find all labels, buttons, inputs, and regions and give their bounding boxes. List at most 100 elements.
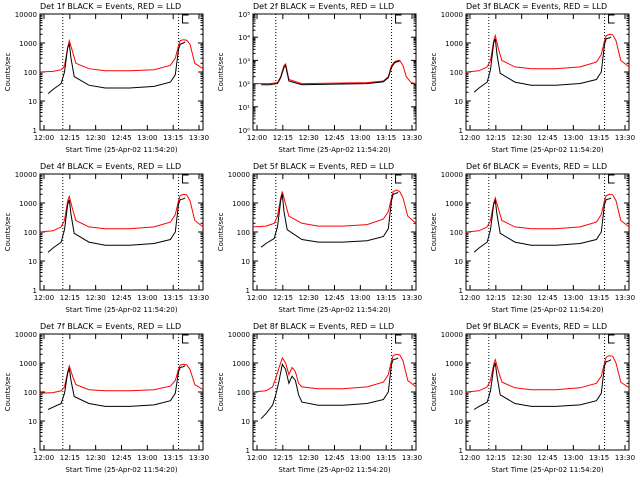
x-tick-label: 13:30 [402, 454, 422, 462]
y-tick-label: 10² [238, 81, 250, 89]
x-tick-label: 12:30 [86, 454, 106, 462]
x-axis-label: Start Time (25-Apr-02 11:54:20) [65, 146, 177, 154]
series-black-events [260, 357, 399, 420]
y-axis-label: Counts/sec [217, 53, 225, 92]
x-tick-label: 13:30 [189, 294, 209, 302]
x-tick-label: 12:15 [273, 134, 293, 142]
x-tick-label: 12:30 [86, 294, 106, 302]
detector-panel-4: Det 4f BLACK = Events, RED = LLD 1 10 100 10… [4, 162, 209, 314]
x-tick-label: 13:00 [350, 134, 370, 142]
x-tick-label: 13:15 [163, 134, 183, 142]
bracket-mark [608, 334, 615, 344]
x-tick-label: 12:30 [299, 134, 319, 142]
y-tick-label: 10⁵ [238, 11, 250, 19]
y-tick-label: 100 [450, 389, 463, 397]
x-tick-label: 12:45 [111, 134, 131, 142]
x-tick-label: 12:45 [537, 454, 557, 462]
y-tick-label: 10000 [228, 331, 250, 339]
y-tick-label: 10⁰ [238, 127, 250, 135]
y-tick-label: 10000 [15, 171, 37, 179]
x-tick-label: 12:00 [247, 134, 267, 142]
x-tick-label: 13:00 [563, 134, 583, 142]
y-tick-label: 1000 [445, 40, 463, 48]
x-tick-label: 12:15 [486, 294, 506, 302]
x-axis-label: Start Time (25-Apr-02 11:54:20) [278, 306, 390, 314]
y-axis-label: Counts/sec [4, 53, 12, 92]
y-tick-label: 1000 [19, 40, 37, 48]
detector-panel-1: Det 1f BLACK = Events, RED = LLD 1 10 100 10… [4, 2, 209, 154]
y-tick-label: 10³ [238, 57, 250, 65]
y-axis-label: Counts/sec [430, 53, 438, 92]
series-black-events [261, 60, 400, 86]
panel-title: Det 9f BLACK = Events, RED = LLD [466, 322, 607, 331]
x-tick-label: 12:15 [60, 454, 80, 462]
detector-panel-2: Det 2f BLACK = Events, RED = LLD 10⁰ 10¹ 10… [217, 2, 422, 154]
detector-panel-6: Det 6f BLACK = Events, RED = LLD 1 10 100 10… [430, 162, 635, 314]
x-tick-label: 12:45 [324, 134, 344, 142]
series-red-lld [465, 193, 630, 233]
y-tick-label: 1 [246, 287, 250, 295]
x-tick-label: 13:15 [376, 294, 396, 302]
series-black-events [47, 41, 186, 94]
bracket-mark [395, 334, 402, 344]
y-tick-label: 10 [454, 418, 463, 426]
panel-title: Det 5f BLACK = Events, RED = LLD [253, 162, 394, 171]
y-tick-label: 100 [237, 229, 250, 237]
panel-title: Det 4f BLACK = Events, RED = LLD [40, 162, 181, 171]
y-tick-label: 10 [454, 258, 463, 266]
y-tick-label: 1000 [445, 200, 463, 208]
detector-panel-9: Det 9f BLACK = Events, RED = LLD 1 10 100 10… [430, 322, 635, 474]
detector-panel-7: Det 7f BLACK = Events, RED = LLD 1 10 100 10… [4, 322, 209, 474]
y-tick-label: 10000 [15, 331, 37, 339]
y-tick-label: 1 [33, 447, 37, 455]
y-tick-label: 10 [241, 418, 250, 426]
series-red-lld [39, 193, 204, 233]
y-tick-label: 10 [28, 98, 37, 106]
x-tick-label: 13:30 [402, 134, 422, 142]
x-tick-label: 12:45 [324, 454, 344, 462]
y-tick-label: 1000 [232, 200, 250, 208]
y-tick-label: 1000 [19, 200, 37, 208]
series-black-events [47, 197, 186, 253]
y-tick-label: 1000 [19, 360, 37, 368]
x-tick-label: 13:30 [615, 134, 635, 142]
y-tick-label: 10000 [15, 11, 37, 19]
series-red-lld [465, 33, 630, 73]
x-tick-label: 13:30 [189, 454, 209, 462]
series-red-lld [252, 353, 417, 393]
x-tick-label: 13:30 [615, 454, 635, 462]
x-tick-label: 12:00 [460, 454, 480, 462]
y-tick-label: 100 [237, 389, 250, 397]
detector-panel-3: Det 3f BLACK = Events, RED = LLD 1 10 100 10… [430, 2, 635, 154]
bracket-mark [395, 14, 402, 24]
y-tick-label: 100 [450, 229, 463, 237]
x-tick-label: 12:45 [537, 134, 557, 142]
x-tick-label: 13:15 [376, 134, 396, 142]
y-tick-label: 10 [454, 98, 463, 106]
y-tick-label: 100 [24, 69, 37, 77]
y-axis-label: Counts/sec [217, 373, 225, 412]
x-tick-label: 13:00 [137, 294, 157, 302]
panel-title: Det 8f BLACK = Events, RED = LLD [253, 322, 394, 331]
bracket-mark [608, 14, 615, 24]
x-tick-label: 12:30 [512, 134, 532, 142]
y-tick-label: 10000 [441, 11, 463, 19]
series-black-events [473, 359, 612, 410]
x-tick-label: 12:30 [299, 454, 319, 462]
x-tick-label: 13:30 [615, 294, 635, 302]
x-axis-label: Start Time (25-Apr-02 11:54:20) [65, 466, 177, 474]
x-tick-label: 12:00 [247, 294, 267, 302]
x-tick-label: 13:15 [163, 294, 183, 302]
x-axis-label: Start Time (25-Apr-02 11:54:20) [491, 146, 603, 154]
x-tick-label: 13:15 [589, 134, 609, 142]
panel-title: Det 1f BLACK = Events, RED = LLD [40, 2, 181, 11]
series-red-lld [252, 189, 417, 228]
x-tick-label: 12:45 [537, 294, 557, 302]
y-tick-label: 1 [33, 127, 37, 135]
bracket-mark [182, 174, 189, 184]
x-tick-label: 13:00 [350, 294, 370, 302]
x-tick-label: 13:15 [376, 454, 396, 462]
x-tick-label: 12:00 [460, 134, 480, 142]
x-tick-label: 12:00 [460, 294, 480, 302]
